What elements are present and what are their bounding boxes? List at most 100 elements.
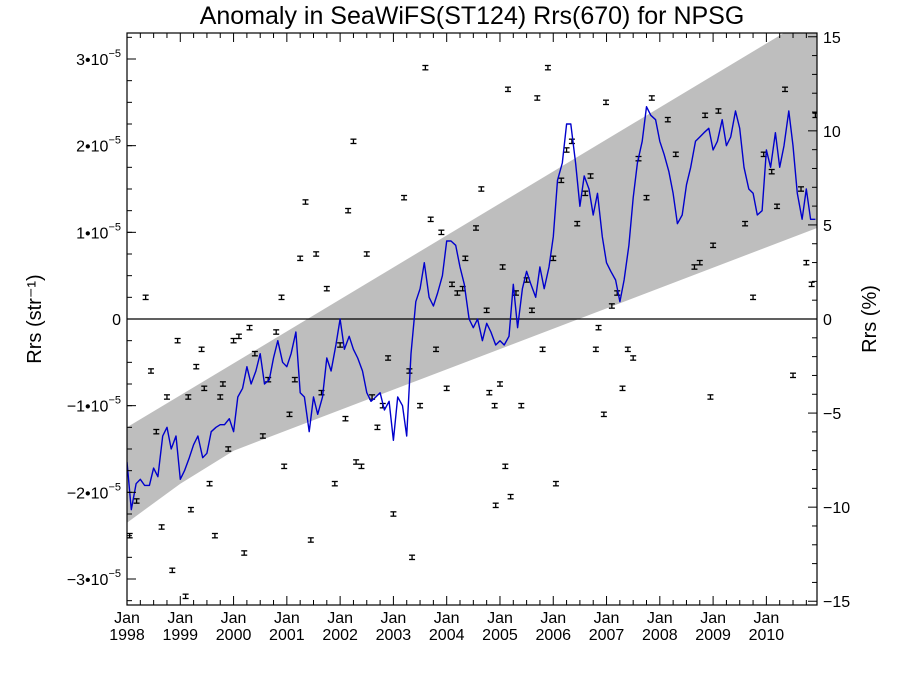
x-tick-label-year: 2007 <box>589 627 625 644</box>
errorbar-point <box>307 537 314 543</box>
y-left-tick-exponent: −5 <box>108 135 121 147</box>
x-tick-label-month: Jan <box>327 610 353 627</box>
errorbar-point <box>390 511 397 517</box>
errorbar-point <box>774 203 781 210</box>
y-left-tick-mantissa: −3•10 <box>67 572 109 589</box>
errorbar-point <box>808 281 815 288</box>
errorbar-point <box>478 186 485 192</box>
y-left-tick-exponent: −5 <box>108 481 121 493</box>
series-line-layer <box>127 105 816 511</box>
errorbar-point <box>483 307 490 314</box>
errorbar-point <box>707 394 714 400</box>
errorbar-point <box>235 333 242 340</box>
confidence-band-layer <box>127 33 817 523</box>
errorbar-point <box>507 493 514 500</box>
y-left-tick-label: 1•10−5 <box>76 221 121 242</box>
errorbar-point <box>427 216 434 223</box>
y-right-tick-label: 10 <box>823 124 841 141</box>
errorbar-point <box>544 64 551 71</box>
errorbar-point <box>595 324 602 331</box>
y-left-tick-mantissa: 3•10 <box>76 52 108 69</box>
errorbar-point <box>798 186 805 192</box>
y-right-tick-label: −5 <box>823 406 841 423</box>
y-left-tick-label: 3•10−5 <box>76 48 121 69</box>
x-tick-label-year: 2004 <box>429 627 465 644</box>
errorbar-point <box>158 524 165 530</box>
chart-title: Anomaly in SeaWiFS(ST124) Rrs(670) for N… <box>200 2 745 30</box>
errorbar-point <box>472 225 479 231</box>
errorbar-point <box>552 480 559 487</box>
errorbar-point <box>153 428 160 435</box>
errorbar-point <box>499 264 506 270</box>
errorbar-point <box>742 220 749 227</box>
errorbar-point <box>518 402 525 409</box>
errorbar-point <box>534 95 541 101</box>
errorbar-point <box>696 259 703 266</box>
errorbar-point <box>246 324 253 331</box>
errorbar-point <box>582 190 589 197</box>
errorbar-point <box>462 255 469 262</box>
errorbar-point <box>449 281 456 288</box>
errorbar-point <box>182 593 189 600</box>
errorbar-point <box>587 173 594 179</box>
x-tick-label-month: Jan <box>434 610 460 627</box>
errorbar-point <box>198 346 205 353</box>
errorbar-point <box>443 385 450 392</box>
errorbar-point <box>337 342 344 348</box>
errorbar-point <box>664 116 671 123</box>
y-left-tick-label: 0 <box>112 312 121 329</box>
y-right-tick-label: −15 <box>823 594 850 611</box>
errorbar-point <box>486 389 493 396</box>
x-tick-label-year: 2002 <box>322 627 358 644</box>
errorbar-point <box>624 346 631 353</box>
x-tick-label-month: Jan <box>114 610 140 627</box>
errorbar-point <box>600 411 607 418</box>
errorbar-point <box>342 415 349 422</box>
errorbar-point <box>619 385 626 392</box>
errorbar-point <box>417 402 424 409</box>
y-right-tick-label: −10 <box>823 500 850 517</box>
confidence-band <box>127 33 817 523</box>
errorbar-point <box>710 242 717 249</box>
errorbar-point <box>206 480 213 487</box>
errorbar-point <box>401 194 408 201</box>
errorbar-point <box>147 368 154 374</box>
x-tick-label-month: Jan <box>487 610 513 627</box>
errorbar-point <box>672 151 679 158</box>
errorbar-point <box>169 567 176 574</box>
errorbar-point <box>278 294 285 301</box>
errorbar-point <box>422 64 429 71</box>
errorbar-layer <box>127 64 817 600</box>
errorbar-point <box>812 112 817 119</box>
errorbar-point <box>187 506 194 513</box>
series-line <box>127 105 816 511</box>
y-left-tick-exponent: −5 <box>108 48 121 60</box>
y-left-tick-mantissa: 0 <box>112 312 121 329</box>
errorbar-point <box>409 554 416 561</box>
errorbar-point <box>702 112 709 119</box>
x-tick-label-year: 1998 <box>109 627 145 644</box>
x-tick-label-month: Jan <box>221 610 247 627</box>
errorbar-point <box>558 177 565 184</box>
errorbar-point <box>691 264 698 270</box>
errorbar-point <box>358 463 365 470</box>
y-right-tick-label: 0 <box>823 312 832 329</box>
errorbar-point <box>630 355 637 361</box>
errorbar-point <box>313 251 320 257</box>
y-axis-left-label: Rrs (str⁻¹) <box>24 274 46 363</box>
errorbar-point <box>225 446 232 452</box>
errorbar-point <box>211 532 218 539</box>
errorbar-point <box>491 402 498 409</box>
errorbar-point <box>297 255 304 262</box>
errorbar-point <box>286 411 293 418</box>
x-tick-label-month: Jan <box>167 610 193 627</box>
y-left-tick-label: 2•10−5 <box>76 135 121 156</box>
x-tick-label-year: 2008 <box>642 627 678 644</box>
x-tick-label-month: Jan <box>594 610 620 627</box>
errorbar-point <box>454 290 461 296</box>
errorbar-point <box>201 385 208 392</box>
errorbar-point <box>715 108 722 114</box>
errorbar-point <box>528 307 535 314</box>
errorbar-point <box>219 381 226 387</box>
y-right-tick-label: 5 <box>823 218 832 235</box>
